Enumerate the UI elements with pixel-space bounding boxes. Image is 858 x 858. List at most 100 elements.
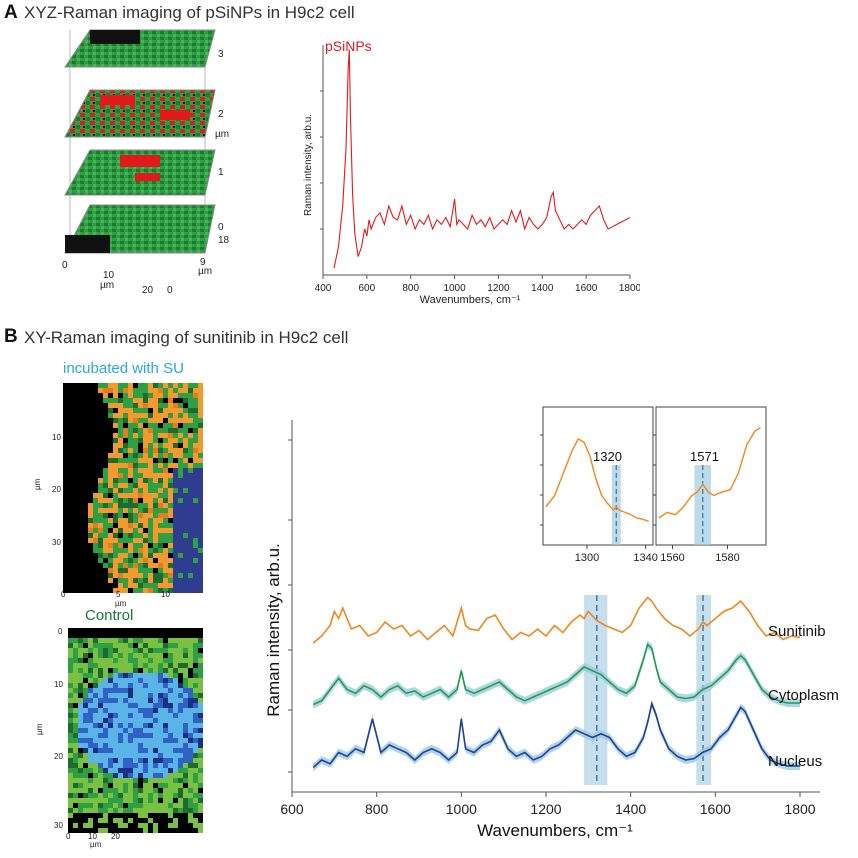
map-pixel [78, 388, 83, 393]
map-pixel [158, 403, 163, 408]
map-pixel [198, 708, 203, 713]
map-pixel [68, 823, 73, 828]
map-pixel [183, 738, 188, 743]
map-pixel [108, 438, 113, 443]
map-pixel [168, 638, 173, 643]
map-pixel [158, 658, 163, 663]
map-pixel [78, 773, 83, 778]
map-pixel [163, 433, 168, 438]
map-pixel [68, 673, 73, 678]
map-pixel [103, 513, 108, 518]
map-pixel [188, 578, 193, 583]
map-pixel [153, 828, 158, 833]
x-tick-label: 600 [280, 801, 304, 817]
map-pixel [158, 423, 163, 428]
series-line-sunitinib [312, 596, 801, 644]
map-pixel [83, 693, 88, 698]
map-pixel [123, 413, 128, 418]
map-pixel [93, 413, 98, 418]
map-pixel [78, 753, 83, 758]
map-pixel [148, 778, 153, 783]
map-pixel [128, 443, 133, 448]
map-pixel [198, 753, 203, 758]
map-pixel [148, 828, 153, 833]
map-pixel [113, 668, 118, 673]
map-pixel [198, 763, 203, 768]
map-pixel [88, 488, 93, 493]
x-axis-label: µm [115, 599, 127, 608]
control-map-title: Control [85, 607, 134, 624]
map-pixel [123, 748, 128, 753]
map-pixel [108, 748, 113, 753]
map-pixel [63, 433, 68, 438]
map-pixel [193, 518, 198, 523]
map-pixel [188, 803, 193, 808]
map-pixel [173, 588, 178, 593]
map-pixel [128, 658, 133, 663]
map-pixel [198, 703, 203, 708]
map-pixel [78, 533, 83, 538]
map-pixel [188, 428, 193, 433]
map-pixel [158, 478, 163, 483]
map-pixel [173, 553, 178, 558]
map-pixel [188, 533, 193, 538]
map-pixel [98, 393, 103, 398]
map-pixel [83, 638, 88, 643]
x-axis-label: µm [90, 840, 102, 849]
map-pixel [88, 648, 93, 653]
map-pixel [68, 523, 73, 528]
map-pixel [103, 803, 108, 808]
map-pixel [178, 393, 183, 398]
map-pixel [93, 678, 98, 683]
map-pixel [193, 778, 198, 783]
map-pixel [63, 513, 68, 518]
map-pixel [163, 438, 168, 443]
map-pixel [183, 713, 188, 718]
map-pixel [148, 693, 153, 698]
map-pixel [133, 538, 138, 543]
map-pixel [143, 663, 148, 668]
map-pixel [193, 553, 198, 558]
map-pixel [148, 458, 153, 463]
map-pixel [198, 778, 203, 783]
map-pixel [123, 583, 128, 588]
map-pixel [143, 568, 148, 573]
map-pixel [188, 823, 193, 828]
map-pixel [193, 658, 198, 663]
map-pixel [113, 448, 118, 453]
map-pixel [78, 768, 83, 773]
map-pixel [118, 458, 123, 463]
map-pixel [163, 823, 168, 828]
map-pixel [183, 438, 188, 443]
map-pixel [163, 448, 168, 453]
map-pixel [123, 643, 128, 648]
map-pixel [163, 478, 168, 483]
map-pixel [143, 388, 148, 393]
map-pixel [153, 773, 158, 778]
map-pixel [113, 433, 118, 438]
map-pixel [158, 483, 163, 488]
map-pixel [198, 478, 203, 483]
map-pixel [98, 403, 103, 408]
map-pixel [108, 563, 113, 568]
map-pixel [168, 813, 173, 818]
map-pixel [193, 478, 198, 483]
map-pixel [78, 433, 83, 438]
map-pixel [188, 723, 193, 728]
map-pixel [188, 398, 193, 403]
map-pixel [113, 748, 118, 753]
map-pixel [153, 473, 158, 478]
map-pixel [118, 738, 123, 743]
map-pixel [153, 548, 158, 553]
map-pixel [118, 483, 123, 488]
map-pixel [93, 658, 98, 663]
map-pixel [173, 523, 178, 528]
map-pixel [83, 523, 88, 528]
map-pixel [108, 758, 113, 763]
map-pixel [73, 743, 78, 748]
map-pixel [88, 688, 93, 693]
map-pixel [78, 673, 83, 678]
map-pixel [148, 773, 153, 778]
map-pixel [153, 768, 158, 773]
map-pixel [148, 403, 153, 408]
